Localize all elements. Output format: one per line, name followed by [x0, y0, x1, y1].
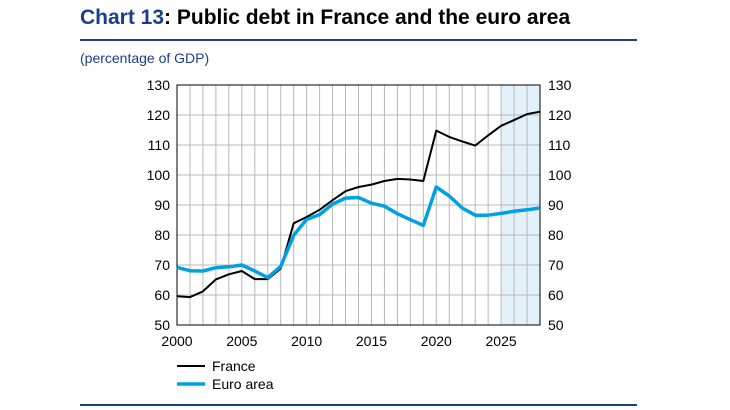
series-line-euro-area	[176, 185, 541, 280]
y-tick-label-right: 110	[548, 137, 571, 153]
y-tick-label-right: 100	[548, 167, 572, 183]
top-rule	[80, 39, 637, 41]
y-tick-label-right: 130	[548, 77, 572, 93]
y-tick-label-right: 80	[548, 227, 564, 243]
y-tick-label-left: 50	[154, 317, 170, 333]
x-tick-label: 2010	[291, 333, 322, 349]
y-tick-label-left: 100	[147, 167, 171, 183]
x-tick-label: 2000	[161, 333, 192, 349]
x-tick-label: 2025	[486, 333, 517, 349]
chart-title: Chart 13: Public debt in France and the …	[80, 6, 571, 29]
plot-frame	[176, 84, 541, 326]
y-tick-label-left: 90	[154, 197, 170, 213]
y-tick-label-left: 110	[148, 137, 171, 153]
x-tick-label: 2005	[226, 333, 257, 349]
y-tick-label-right: 120	[548, 107, 572, 123]
legend-label: Euro area	[212, 376, 274, 392]
y-tick-label-left: 120	[147, 107, 171, 123]
chart-subtitle: (percentage of GDP)	[80, 50, 210, 66]
y-tick-label-right: 90	[548, 197, 564, 213]
y-tick-label-left: 60	[154, 287, 170, 303]
y-tick-label-left: 80	[154, 227, 170, 243]
y-tick-label-right: 70	[548, 257, 564, 273]
x-tick-label: 2015	[356, 333, 387, 349]
bottom-rule	[80, 404, 637, 406]
y-tick-label-left: 70	[154, 257, 170, 273]
series-line-france	[176, 110, 541, 299]
legend-label: France	[212, 358, 256, 374]
y-tick-label-right: 50	[548, 317, 564, 333]
x-tick-label: 2020	[421, 333, 452, 349]
y-tick-label-left: 130	[147, 77, 171, 93]
y-tick-label-right: 60	[548, 287, 564, 303]
